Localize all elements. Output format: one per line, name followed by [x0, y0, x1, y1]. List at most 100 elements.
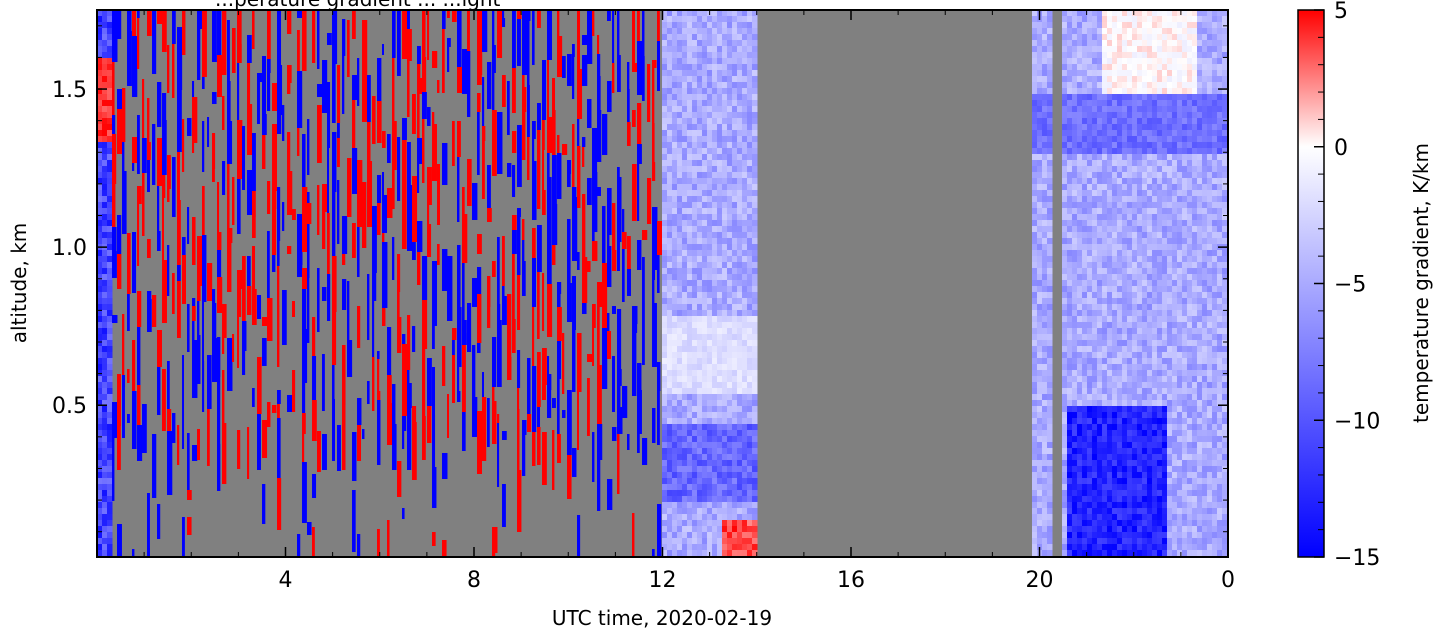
- heat-cell: [682, 238, 688, 245]
- heat-cell: [707, 526, 713, 533]
- heat-cell: [662, 82, 668, 89]
- heat-cell: [152, 124, 156, 185]
- heat-cell: [1032, 262, 1038, 269]
- heat-cell: [1087, 262, 1093, 269]
- heat-cell: [672, 508, 678, 515]
- heat-cell: [1047, 304, 1053, 311]
- heat-cell: [742, 508, 748, 515]
- heat-cell: [672, 490, 678, 497]
- heat-cell: [102, 394, 108, 401]
- heat-cell: [667, 196, 673, 203]
- heat-cell: [1072, 280, 1078, 287]
- heat-cell: [417, 64, 421, 78]
- heat-cell: [1042, 418, 1048, 425]
- heat-cell: [1097, 22, 1103, 29]
- heat-cell: [1067, 262, 1073, 269]
- heat-cell: [1107, 394, 1113, 401]
- heat-cell: [112, 227, 117, 251]
- heat-cell: [1042, 370, 1048, 377]
- heat-cell: [1082, 346, 1088, 353]
- heat-cell: [397, 292, 400, 317]
- heat-cell: [1097, 454, 1103, 461]
- heat-cell: [747, 508, 753, 515]
- heat-cell: [367, 381, 370, 404]
- heat-cell: [377, 175, 382, 203]
- heat-cell: [732, 400, 738, 407]
- heat-cell: [1127, 256, 1133, 263]
- heat-cell: [572, 276, 576, 330]
- heat-cell: [102, 346, 108, 353]
- heat-cell: [1147, 106, 1153, 113]
- heat-cell: [102, 538, 108, 545]
- heat-cell: [742, 226, 748, 233]
- heat-cell: [732, 10, 738, 17]
- heat-cell: [1077, 58, 1083, 65]
- heat-cell: [712, 298, 718, 305]
- heat-cell: [1087, 346, 1093, 353]
- heat-cell: [107, 64, 113, 71]
- heat-cell: [682, 202, 688, 209]
- heat-cell: [482, 77, 485, 126]
- heat-cell: [592, 328, 595, 366]
- heat-cell: [107, 400, 113, 407]
- heat-cell: [1132, 184, 1138, 191]
- heat-cell: [337, 65, 341, 123]
- heat-cell: [742, 412, 748, 419]
- heat-cell: [1117, 496, 1123, 503]
- heat-cell: [1122, 190, 1128, 197]
- heat-cell: [1092, 94, 1098, 101]
- heat-cell: [1067, 322, 1073, 329]
- heat-cell: [547, 177, 552, 240]
- heat-cell: [687, 352, 693, 359]
- heat-cell: [1157, 454, 1163, 461]
- heat-cell: [747, 382, 753, 389]
- heat-cell: [1037, 46, 1043, 53]
- heat-cell: [1077, 40, 1083, 47]
- heat-cell: [697, 442, 703, 449]
- heat-cell: [717, 10, 723, 17]
- heat-cell: [672, 88, 678, 95]
- heat-cell: [737, 472, 743, 479]
- heat-cell: [737, 550, 743, 557]
- heat-cell: [102, 262, 108, 269]
- heat-cell: [752, 382, 758, 389]
- heat-cell: [1127, 298, 1133, 305]
- heat-cell: [662, 256, 668, 263]
- heat-cell: [682, 310, 688, 317]
- heat-cell: [1092, 196, 1098, 203]
- heat-cell: [722, 364, 728, 371]
- heat-cell: [687, 496, 693, 503]
- heat-cell: [742, 550, 748, 557]
- heat-cell: [752, 52, 758, 59]
- heat-cell: [1142, 544, 1148, 551]
- heat-cell: [1112, 478, 1118, 485]
- heat-cell: [667, 274, 673, 281]
- heat-cell: [672, 142, 678, 149]
- heat-cell: [712, 154, 718, 161]
- heat-cell: [732, 310, 738, 317]
- heat-cell: [1047, 70, 1053, 77]
- heat-cell: [327, 213, 330, 274]
- heat-cell: [1097, 526, 1103, 533]
- heat-cell: [692, 460, 698, 467]
- heat-cell: [1097, 76, 1103, 83]
- heat-cell: [1122, 418, 1128, 425]
- heat-cell: [1072, 52, 1078, 59]
- heat-cell: [1122, 358, 1128, 365]
- heat-cell: [662, 418, 668, 425]
- heat-cell: [1072, 262, 1078, 269]
- heat-cell: [682, 496, 688, 503]
- heat-cell: [1117, 340, 1123, 347]
- heat-cell: [1097, 196, 1103, 203]
- heat-cell: [587, 378, 590, 436]
- heat-cell: [1157, 58, 1163, 65]
- heat-cell: [667, 448, 673, 455]
- heat-cell: [702, 46, 708, 53]
- heat-cell: [677, 376, 683, 383]
- heat-cell: [1117, 184, 1123, 191]
- heat-cell: [712, 70, 718, 77]
- heat-cell: [1127, 316, 1133, 323]
- heat-cell: [1122, 238, 1128, 245]
- heat-cell: [662, 364, 668, 371]
- heat-cell: [357, 160, 363, 227]
